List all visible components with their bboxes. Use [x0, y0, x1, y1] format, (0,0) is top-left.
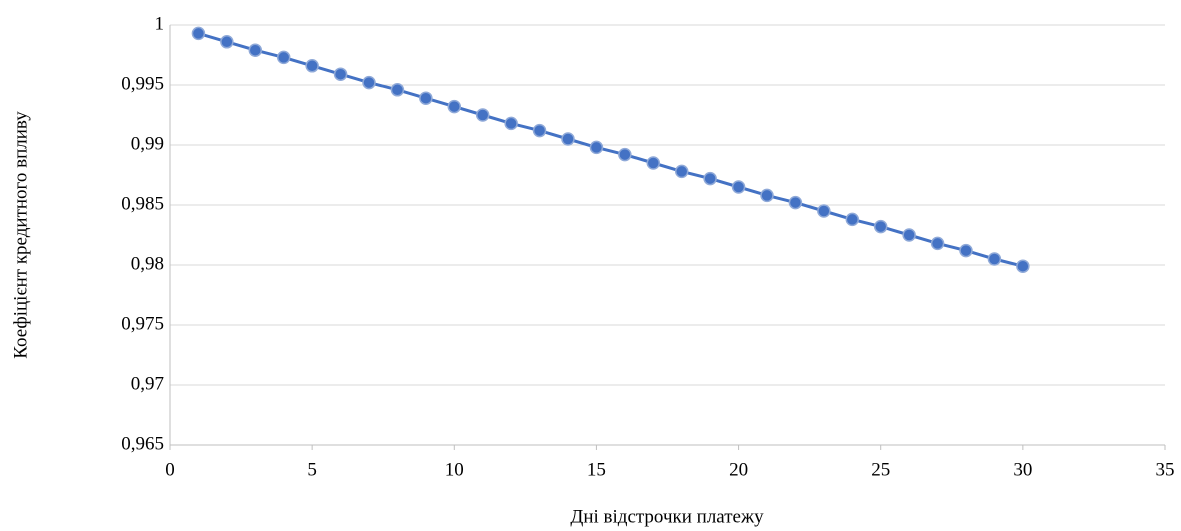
x-tick-label: 35	[1156, 459, 1175, 480]
data-point	[930, 236, 945, 251]
y-tick-label: 0,98	[131, 253, 164, 274]
x-tick-label: 10	[445, 459, 464, 480]
data-point	[589, 140, 604, 155]
data-point	[220, 35, 234, 49]
x-tick-label: 0	[165, 459, 175, 480]
data-point	[1016, 259, 1030, 273]
data-point	[902, 228, 916, 242]
data-point	[959, 243, 973, 258]
data-point	[817, 204, 831, 218]
y-tick-label: 1	[155, 13, 165, 34]
x-tick-label: 30	[1013, 459, 1032, 480]
data-point	[561, 132, 575, 146]
data-point	[788, 195, 803, 210]
data-point	[276, 50, 291, 65]
data-point	[362, 75, 376, 90]
data-point	[646, 156, 661, 170]
y-tick-label: 0,965	[121, 433, 164, 454]
data-point	[731, 180, 746, 194]
data-point	[504, 116, 518, 131]
data-point	[390, 83, 405, 97]
y-tick-label: 0,975	[121, 313, 164, 334]
y-tick-label: 0,995	[121, 73, 164, 94]
y-tick-label: 0,97	[131, 373, 164, 394]
data-point	[987, 252, 1002, 266]
data-point	[674, 164, 689, 179]
y-tick-label: 0,985	[121, 193, 164, 214]
data-point	[191, 26, 206, 41]
data-point	[333, 67, 348, 81]
x-tick-label: 25	[871, 459, 890, 480]
data-point	[760, 188, 774, 203]
data-point	[305, 59, 319, 73]
data-point	[618, 147, 632, 162]
x-axis-label: Дні відстрочки платежу	[570, 506, 764, 527]
x-tick-label: 15	[587, 459, 606, 480]
data-point	[447, 99, 462, 114]
data-point	[475, 108, 490, 122]
y-axis-label: Коефіцієнт кредитного впливу	[10, 111, 31, 359]
data-point	[873, 219, 888, 234]
y-tick-label: 0,99	[131, 133, 164, 154]
data-point	[419, 91, 433, 105]
series-line	[198, 31, 1024, 268]
x-tick-label: 5	[307, 459, 317, 480]
data-point	[703, 171, 717, 186]
data-point	[532, 123, 547, 138]
data-point	[248, 43, 263, 57]
data-point	[845, 212, 860, 227]
x-tick-label: 20	[729, 459, 748, 480]
